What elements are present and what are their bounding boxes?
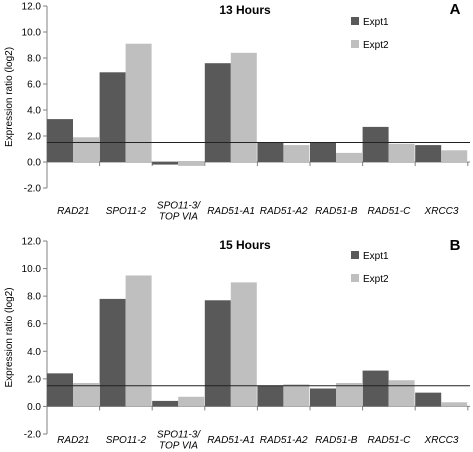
category-label: SPO11-2 xyxy=(106,206,147,217)
bar-expt1-spo11-2 xyxy=(99,298,126,407)
category-label: SPO11-3/ xyxy=(157,201,201,212)
category-label: SPO11-2 xyxy=(106,435,147,446)
category-label: RAD21 xyxy=(57,206,89,217)
bar-expt1-rad51-a1 xyxy=(204,63,231,163)
bar-expt1-rad21 xyxy=(47,119,73,162)
category-label: SPO11-3/ xyxy=(157,430,201,441)
category-label: RAD51-B xyxy=(315,435,358,446)
y-tick-label: 8.0 xyxy=(27,54,41,65)
bar-expt1-spo11-3-top-via xyxy=(152,400,179,407)
bar-expt2-rad51-a1 xyxy=(230,282,257,407)
y-tick-label: 8.0 xyxy=(27,292,41,303)
category-label: RAD51-A2 xyxy=(260,435,308,446)
legend-swatch xyxy=(351,17,359,25)
bar-expt2-xrcc3 xyxy=(441,150,468,162)
category-label: TOP VIA xyxy=(159,212,198,223)
legend-label: Expt1 xyxy=(363,251,389,262)
category-label: XRCC3 xyxy=(424,435,459,446)
legend-swatch xyxy=(351,274,359,282)
category-label: XRCC3 xyxy=(424,206,459,217)
bar-expt2-rad51-b xyxy=(336,152,362,162)
y-axis-label: Expression ratio (log2) xyxy=(4,47,15,147)
bar-expt2-rad21 xyxy=(73,137,99,162)
bar-expt1-rad51-b xyxy=(310,142,336,162)
y-tick-label: 12.0 xyxy=(22,237,42,248)
legend-swatch xyxy=(351,251,359,259)
bar-expt1-rad21 xyxy=(47,373,73,407)
y-tick-label: 4.0 xyxy=(27,347,41,358)
legend-swatch xyxy=(351,40,359,48)
bar-expt2-rad51-a2 xyxy=(283,145,310,162)
bar-expt2-rad51-a1 xyxy=(230,52,257,162)
bar-expt2-rad51-a2 xyxy=(283,384,310,407)
bar-expt1-rad51-a2 xyxy=(257,142,284,162)
bar-expt1-xrcc3 xyxy=(415,145,442,162)
y-tick-label: 0.0 xyxy=(27,158,41,169)
category-label: RAD51-B xyxy=(315,206,358,217)
bar-expt2-spo11-3-top-via xyxy=(178,396,205,407)
y-tick-label: 10.0 xyxy=(22,264,42,275)
bar-expt1-rad51-c xyxy=(362,370,389,407)
y-tick-label: 2.0 xyxy=(27,132,41,143)
legend-label: Expt2 xyxy=(363,40,389,51)
bar-expt2-spo11-2 xyxy=(125,275,152,407)
bar-expt1-rad51-c xyxy=(362,126,389,162)
y-tick-label: 2.0 xyxy=(27,374,41,385)
bar-expt1-rad51-a2 xyxy=(257,385,284,407)
bar-expt2-spo11-3-top-via xyxy=(178,162,205,166)
legend: Expt1 Expt2 xyxy=(351,251,389,285)
y-tick-label: 6.0 xyxy=(27,80,41,91)
category-label: TOP VIA xyxy=(159,441,198,452)
y-tick-label: 0.0 xyxy=(27,402,41,413)
category-label: RAD51-C xyxy=(368,435,412,446)
legend-label: Expt1 xyxy=(363,17,389,28)
category-label: RAD51-A1 xyxy=(207,206,255,217)
bar-expt1-rad51-a1 xyxy=(204,300,231,407)
y-tick-label: -2.0 xyxy=(24,184,42,195)
y-tick-label: 6.0 xyxy=(27,319,41,330)
bar-expt2-rad51-c xyxy=(388,380,415,407)
chart-panel-a: -2.0 0.0 2.0 4.0 6.0 8.0 10.0 12.0 RAD21 SPO11-2 S… xyxy=(4,1,470,223)
category-label: RAD51-A1 xyxy=(207,435,255,446)
bar-expt2-rad51-c xyxy=(388,143,415,162)
bar-expt2-spo11-2 xyxy=(125,43,152,163)
category-label: RAD51-C xyxy=(368,206,412,217)
chart-title: 13 Hours xyxy=(219,3,271,17)
legend: Expt1 Expt2 xyxy=(351,17,389,51)
category-label: RAD51-A2 xyxy=(260,206,308,217)
bar-expt1-xrcc3 xyxy=(415,392,442,407)
bar-expt1-spo11-2 xyxy=(99,72,126,162)
category-label: RAD21 xyxy=(57,435,89,446)
y-tick-label: 4.0 xyxy=(27,106,41,117)
chart-title: 15 Hours xyxy=(219,238,271,252)
y-tick-label: -2.0 xyxy=(24,430,42,441)
panel-label: B xyxy=(450,237,461,254)
legend-label: Expt2 xyxy=(363,274,389,285)
bar-expt2-xrcc3 xyxy=(441,402,468,407)
y-tick-label: 12.0 xyxy=(22,2,42,13)
bar-expt2-rad21 xyxy=(73,382,99,407)
bar-expt1-rad51-b xyxy=(310,388,336,407)
y-axis-label: Expression ratio (log2) xyxy=(4,287,15,387)
y-tick-label: 10.0 xyxy=(22,28,42,39)
chart-panel-b: -2.0 0.0 2.0 4.0 6.0 8.0 10.0 12.0 RAD21 SPO11-2 S… xyxy=(4,237,470,452)
bar-expt2-rad51-b xyxy=(336,382,362,407)
panel-label: A xyxy=(450,1,461,18)
bar-expt1-spo11-3-top-via xyxy=(152,162,179,165)
